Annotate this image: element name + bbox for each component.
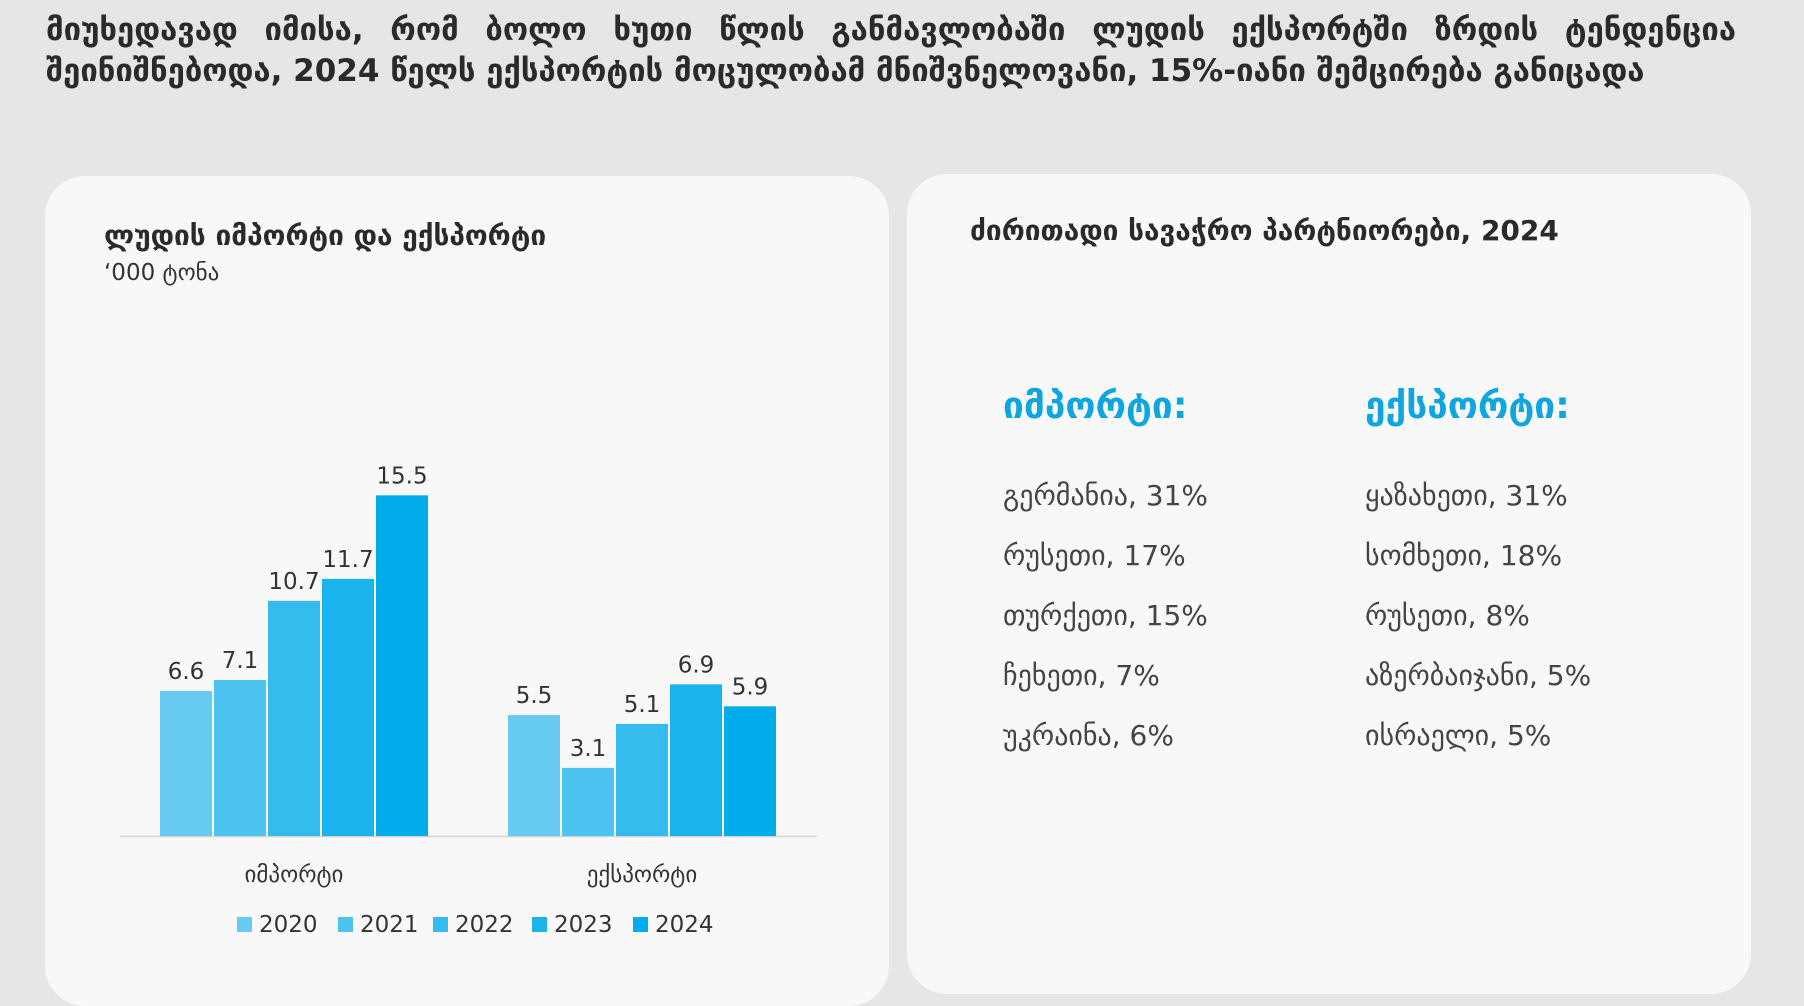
data-label: 6.9 (678, 652, 715, 678)
import-partner-item: ჩეხეთი, 7% (1003, 659, 1160, 692)
data-label: 11.7 (322, 547, 373, 573)
import-partners-column: იმპორტი: გერმანია, 31% რუსეთი, 17% თურქე… (1003, 384, 1208, 766)
import-partner-item: რუსეთი, 17% (1003, 539, 1186, 572)
legend-label-2024: 2024 (655, 912, 714, 938)
data-label: 5.9 (732, 674, 769, 700)
legend-label-2020: 2020 (259, 912, 318, 938)
partners-title: ძირითადი სავაჭრო პარტნიორები, 2024 (970, 214, 1559, 247)
import-partner-item: გერმანია, 31% (1003, 479, 1208, 512)
legend-label-2022: 2022 (455, 912, 514, 938)
data-label: 15.5 (376, 463, 427, 489)
legend-swatch-2022 (433, 917, 448, 932)
category-label: ექსპორტი (587, 862, 698, 888)
bar-იმპორტი-2022 (268, 600, 320, 836)
partners-card: ძირითადი სავაჭრო პარტნიორები, 2024 იმპორ… (907, 174, 1751, 994)
export-partner-item: სომხეთი, 18% (1365, 539, 1563, 572)
legend-label-2023: 2023 (554, 912, 613, 938)
import-heading: იმპორტი: (1003, 384, 1188, 427)
bar-chart: 6.6 7.1 10.711.7 15.5 იმპორტი 5.5 3.1 5.1 6.9 5.9… (120, 463, 817, 938)
category-label: იმპორტი (245, 862, 344, 888)
chart-subtitle: ‘000 ტონა (104, 260, 220, 286)
data-label: 5.1 (624, 692, 661, 718)
legend-swatch-2024 (633, 917, 648, 932)
legend-swatch-2020 (237, 917, 252, 932)
legend-swatch-2023 (532, 917, 547, 932)
export-partner-item: ყაზახეთი, 31% (1365, 479, 1568, 512)
data-label: 5.5 (516, 683, 553, 709)
export-partners-column: ექსპორტი: ყაზახეთი, 31% სომხეთი, 18% რუს… (1365, 384, 1591, 766)
export-partner-list: ყაზახეთი, 31% სომხეთი, 18% რუსეთი, 8% აზ… (1365, 466, 1591, 766)
export-partner-item: ისრაელი, 5% (1365, 719, 1552, 752)
legend-swatch-2021 (338, 917, 353, 932)
bar-ექსპორტი-2024 (724, 706, 776, 836)
bar-ექსპორტი-2020 (508, 715, 560, 836)
bar-იმპორტი-2024 (376, 495, 428, 836)
chart-card: 6.6 7.1 10.7 11.7 15.5 იმპორტი 5.5 3.1 5.1 6.9 5.9… (45, 176, 889, 1006)
data-label: 6.6 (168, 659, 205, 685)
export-partner-item: აზერბაიჯანი, 5% (1365, 659, 1592, 692)
data-label: 3.1 (570, 736, 607, 762)
data-label: 7.1 (222, 648, 259, 674)
import-partner-item: თურქეთი, 15% (1003, 599, 1208, 632)
export-partner-item: რუსეთი, 8% (1365, 599, 1530, 632)
bar-ექსპორტი-2023 (670, 684, 722, 836)
export-heading: ექსპორტი: (1365, 384, 1570, 427)
bar-ექსპორტი-2022 (616, 723, 668, 836)
bar-იმპორტი-2023 (322, 578, 374, 836)
bar-იმპორტი-2020 (160, 690, 212, 836)
data-label: 10.7 (268, 569, 319, 595)
bar-ექსპორტი-2021 (562, 767, 614, 836)
legend-label-2021: 2021 (360, 912, 419, 938)
chart-title: ლუდის იმპორტი და ექსპორტი (104, 219, 547, 252)
import-partner-item: უკრაინა, 6% (1003, 719, 1174, 752)
headline: მიუხედავად იმისა, რომ ბოლო ხუთი წლის გან… (46, 12, 1736, 89)
bar-იმპორტი-2021 (214, 679, 266, 836)
import-partner-list: გერმანია, 31% რუსეთი, 17% თურქეთი, 15% ჩ… (1003, 466, 1208, 766)
